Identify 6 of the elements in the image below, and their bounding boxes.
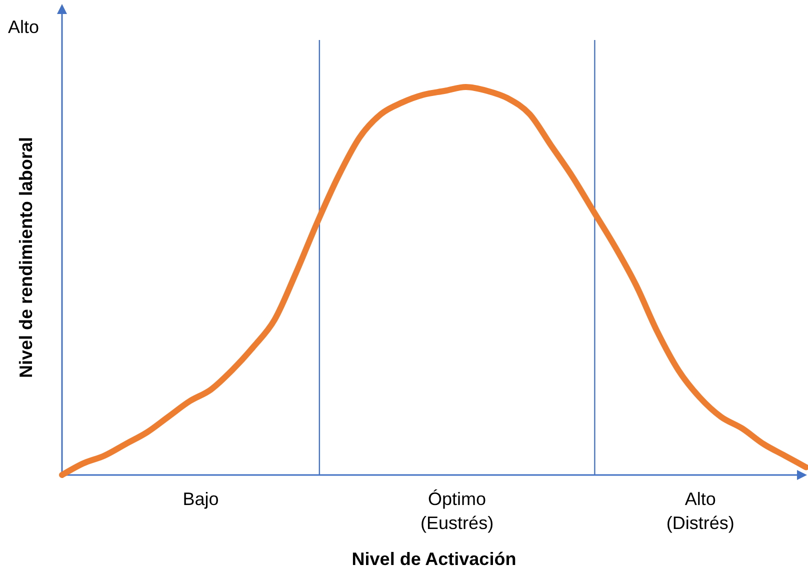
text: Bajo <box>182 489 219 509</box>
text: Óptimo (Eustrés) <box>420 489 494 533</box>
y-axis-title: Nivel de rendimiento laboral <box>16 136 36 378</box>
text: Alto (Distrés) <box>666 489 734 533</box>
text: Alto <box>8 17 40 37</box>
x-axis-title: Nivel de Activación <box>352 549 516 569</box>
